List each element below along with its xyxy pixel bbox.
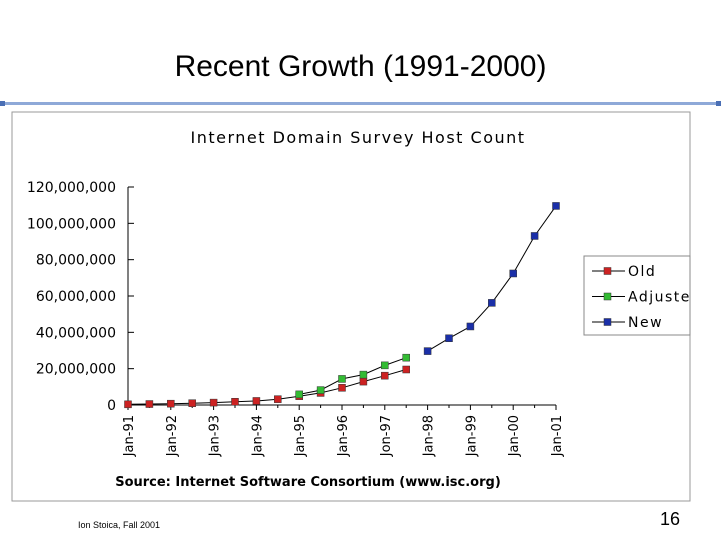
data-point-adjusted <box>381 361 389 370</box>
x-tick-label: Jan-92 <box>165 415 180 457</box>
x-tick-label: Jan-98 <box>422 415 437 457</box>
y-tick-label: 80,000,000 <box>36 253 116 269</box>
x-tick-label: Jan-00 <box>507 415 522 457</box>
y-tick-label: 20,000,000 <box>36 362 116 378</box>
divider-right-marker <box>716 101 721 106</box>
data-point-adjusted <box>295 390 303 399</box>
y-tick-label: 0 <box>107 398 116 414</box>
data-point-new <box>488 299 496 307</box>
data-point-old <box>381 371 389 380</box>
data-point-adjusted <box>402 353 410 362</box>
x-tick-label: Jan-01 <box>550 415 565 457</box>
chart-legend: Old Adjusted New <box>583 255 700 336</box>
series-layer <box>124 202 560 409</box>
footer-author: Ion Stoica, Fall 2001 <box>78 520 161 530</box>
slide-title: Recent Growth (1991-2000) <box>174 50 547 83</box>
x-tick-label: Jan-91 <box>122 415 137 457</box>
chart-figure: Internet Domain Survey Host Count 0 20,00… <box>11 111 700 502</box>
data-point-old <box>188 399 196 407</box>
chart-title: Internet Domain Survey Host Count <box>190 128 525 147</box>
x-axis: Jan-91 Jan-92 Jan-93 Jan-94 Jan-95 Jan-96 Jon-… <box>122 404 565 457</box>
legend-label-old: Old <box>628 264 656 280</box>
data-point-adjusted <box>338 375 346 383</box>
data-point-old <box>338 384 346 392</box>
series-adjusted <box>295 353 410 399</box>
x-tick-label: Jan-94 <box>250 415 265 457</box>
data-point-new <box>445 334 453 343</box>
legend-swatch-new <box>603 318 612 326</box>
legend-label-adjusted: Adjusted <box>628 290 691 306</box>
data-point-old <box>124 400 132 409</box>
divider-left-marker <box>0 101 5 106</box>
data-point-adjusted <box>316 386 325 394</box>
host-count-chart: Internet Domain Survey Host Count 0 20,00… <box>11 111 700 502</box>
page-number: 16 <box>659 509 681 529</box>
data-point-old <box>402 365 410 374</box>
y-tick-label: 40,000,000 <box>36 325 116 341</box>
data-point-new <box>552 202 560 210</box>
series-new <box>423 202 560 355</box>
data-point-old <box>274 395 282 403</box>
legend-swatch-old <box>603 267 612 275</box>
y-axis: 0 20,000,000 40,000,000 60,000,000 80,000,00… <box>27 180 134 414</box>
data-point-old <box>231 398 239 406</box>
data-point-new <box>530 232 539 240</box>
data-point-old <box>145 400 154 408</box>
data-point-old <box>167 399 175 408</box>
x-tick-label: Jan-93 <box>208 415 223 457</box>
data-point-old <box>252 397 261 405</box>
y-tick-label: 60,000,000 <box>36 289 116 305</box>
x-tick-label: Jan-99 <box>464 415 479 457</box>
x-tick-label: Jan-95 <box>293 415 308 457</box>
chart-caption: Source: Internet Software Consortium (ww… <box>115 475 501 490</box>
y-tick-label: 100,000,000 <box>27 216 116 232</box>
title-divider <box>0 101 721 108</box>
legend-label-new: New <box>628 315 663 331</box>
divider-bar <box>0 102 721 105</box>
x-tick-label: Jan-96 <box>336 415 351 457</box>
x-tick-label: Jon-97 <box>379 415 394 457</box>
data-point-new <box>466 322 475 331</box>
chart-frame <box>11 111 691 502</box>
data-point-old <box>359 377 368 386</box>
legend-swatch-adjusted <box>603 292 612 301</box>
data-point-old <box>209 398 218 407</box>
y-tick-label: 120,000,000 <box>27 180 116 196</box>
data-point-adjusted <box>359 370 368 379</box>
data-point-new <box>509 269 517 278</box>
data-point-new <box>423 347 432 355</box>
